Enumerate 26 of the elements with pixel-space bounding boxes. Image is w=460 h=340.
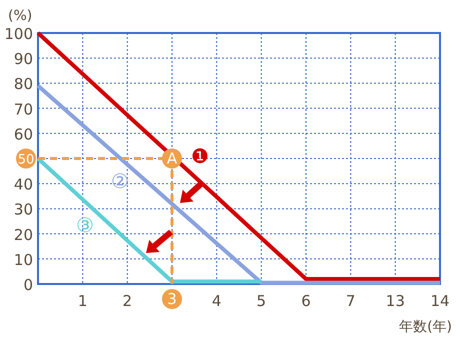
y-tick-label: 100 (4, 25, 33, 43)
annotation: ❶ (191, 144, 209, 168)
x-tick-label: 14 (430, 292, 450, 310)
y-tick-label: 40 (14, 176, 33, 194)
y-tick-label: 10 (14, 250, 33, 269)
y-tick-label: 60 (14, 125, 33, 144)
y-tick-label: 0 (23, 276, 33, 294)
x-tick-label: 1 (78, 292, 88, 310)
y-tick-label: 90 (14, 50, 33, 68)
x-axis-title: 年数(年) (399, 319, 452, 335)
x-tick-label: 4 (212, 292, 222, 310)
annotation: ② (111, 169, 129, 193)
y-tick-label: 20 (14, 226, 33, 244)
annotation: ③ (76, 213, 94, 237)
y-axis-title: (%) (8, 8, 32, 24)
x-tick-label: 6 (301, 292, 311, 310)
x-tick-label: 2 (122, 292, 132, 310)
y-tick-label: 80 (14, 75, 33, 94)
annotation: A (166, 150, 178, 168)
y-tick-label: 50 (18, 152, 34, 168)
x-tick-label: 3 (167, 290, 177, 308)
x-tick-label: 13 (386, 292, 405, 310)
x-tick-label: 5 (256, 292, 266, 310)
y-tick-label: 30 (14, 200, 33, 219)
x-tick-label: 7 (346, 292, 356, 310)
y-tick-label: 70 (14, 100, 33, 118)
